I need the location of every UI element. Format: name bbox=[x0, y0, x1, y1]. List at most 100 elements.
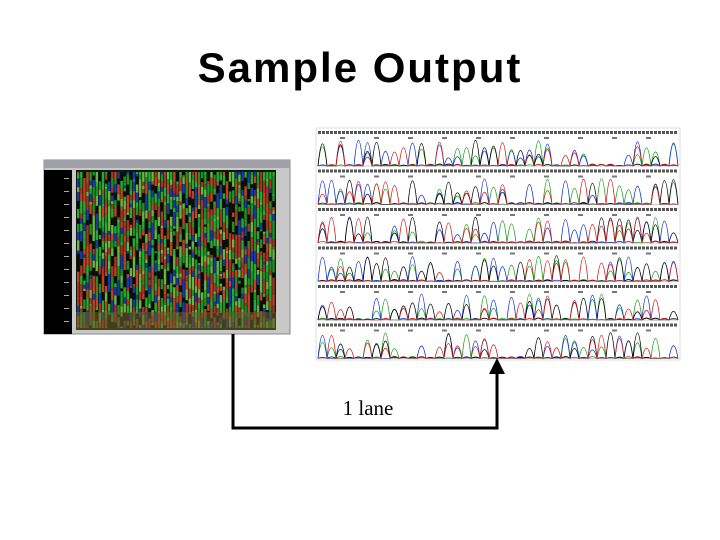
gel-band bbox=[256, 202, 260, 208]
base-call bbox=[482, 131, 485, 134]
base-call bbox=[614, 208, 617, 211]
gel-band bbox=[241, 262, 244, 268]
gel-band bbox=[104, 265, 108, 272]
gel-band bbox=[126, 220, 129, 223]
gel-band bbox=[83, 280, 86, 285]
gel-band bbox=[207, 285, 210, 294]
gel-band bbox=[117, 178, 120, 185]
gel-band bbox=[114, 183, 117, 193]
base-call bbox=[606, 169, 609, 173]
gel-band bbox=[185, 303, 188, 314]
gel-band bbox=[185, 185, 188, 189]
base-call bbox=[618, 169, 621, 173]
base-call bbox=[658, 323, 661, 327]
gel-band bbox=[176, 222, 179, 232]
gel-band bbox=[194, 254, 198, 260]
gel-band bbox=[204, 211, 207, 219]
gel-band bbox=[253, 264, 257, 272]
gel-band bbox=[179, 177, 182, 186]
gel-band bbox=[89, 254, 92, 258]
gel-band bbox=[194, 233, 198, 243]
gel-band bbox=[241, 249, 244, 258]
base-call bbox=[534, 246, 537, 250]
base-call bbox=[358, 131, 361, 134]
gel-band bbox=[157, 172, 160, 180]
gel-band bbox=[201, 182, 204, 187]
base-call bbox=[474, 323, 477, 327]
gel-band bbox=[244, 172, 247, 178]
gel-band bbox=[123, 191, 126, 197]
gel-band bbox=[259, 300, 263, 312]
gel-band bbox=[272, 193, 275, 197]
gel-band bbox=[185, 208, 188, 215]
gel-band bbox=[173, 196, 176, 201]
gel-band bbox=[83, 231, 86, 240]
gel-band bbox=[163, 174, 167, 181]
position-mark bbox=[374, 291, 379, 293]
gel-band bbox=[235, 251, 238, 259]
gel-band bbox=[219, 246, 222, 255]
gel-band bbox=[145, 281, 148, 289]
base-call bbox=[474, 208, 477, 211]
base-call bbox=[566, 208, 569, 211]
gel-band bbox=[228, 286, 232, 297]
gel-band bbox=[182, 203, 185, 209]
gel-band bbox=[250, 278, 253, 286]
base-call bbox=[394, 131, 397, 134]
base-call bbox=[354, 285, 357, 288]
gel-band bbox=[120, 206, 123, 210]
gel-band bbox=[219, 273, 222, 277]
gel-band bbox=[182, 178, 185, 185]
gel-band bbox=[204, 298, 207, 302]
gel-band bbox=[228, 267, 232, 278]
gel-band bbox=[244, 181, 247, 187]
gel-band bbox=[247, 301, 250, 313]
gel-band bbox=[154, 275, 157, 284]
gel-band bbox=[114, 283, 117, 288]
gel-band bbox=[247, 285, 250, 295]
gel-titlebar bbox=[44, 160, 290, 168]
gel-band bbox=[188, 197, 191, 206]
base-call bbox=[346, 208, 349, 211]
gel-band bbox=[194, 207, 198, 219]
base-call bbox=[566, 169, 569, 173]
gel-band bbox=[182, 297, 185, 303]
gel-band bbox=[95, 292, 98, 299]
gel-band bbox=[160, 187, 164, 192]
gel-band bbox=[263, 192, 266, 198]
position-mark bbox=[646, 175, 651, 178]
gel-band bbox=[238, 220, 241, 231]
base-call bbox=[418, 169, 421, 173]
gel-band bbox=[235, 204, 238, 210]
gel-band bbox=[132, 175, 136, 180]
gel-band bbox=[179, 273, 182, 278]
gel-band bbox=[266, 282, 269, 290]
gel-band bbox=[188, 303, 191, 307]
base-call bbox=[326, 323, 329, 327]
base-call bbox=[626, 169, 629, 173]
gel-band bbox=[256, 274, 260, 283]
gel-band bbox=[272, 196, 275, 202]
gel-band bbox=[238, 193, 241, 199]
base-call bbox=[602, 323, 605, 327]
gel-band bbox=[194, 301, 198, 310]
base-call bbox=[402, 208, 405, 211]
gel-band bbox=[108, 234, 111, 241]
gel-band bbox=[272, 272, 275, 278]
gel-band bbox=[132, 181, 136, 191]
gel-band bbox=[83, 267, 86, 270]
base-call bbox=[354, 208, 357, 211]
gel-band bbox=[259, 287, 263, 293]
gel-band bbox=[170, 283, 173, 293]
gel-band bbox=[86, 196, 89, 206]
gel-band bbox=[216, 182, 219, 186]
gel-band bbox=[123, 217, 126, 222]
position-mark bbox=[340, 214, 345, 216]
base-call bbox=[458, 208, 461, 211]
gel-band bbox=[108, 190, 111, 201]
gel-band bbox=[235, 234, 238, 244]
gel-band bbox=[269, 232, 272, 238]
base-call bbox=[426, 169, 429, 173]
base-call bbox=[482, 323, 485, 327]
gel-band bbox=[256, 188, 260, 193]
